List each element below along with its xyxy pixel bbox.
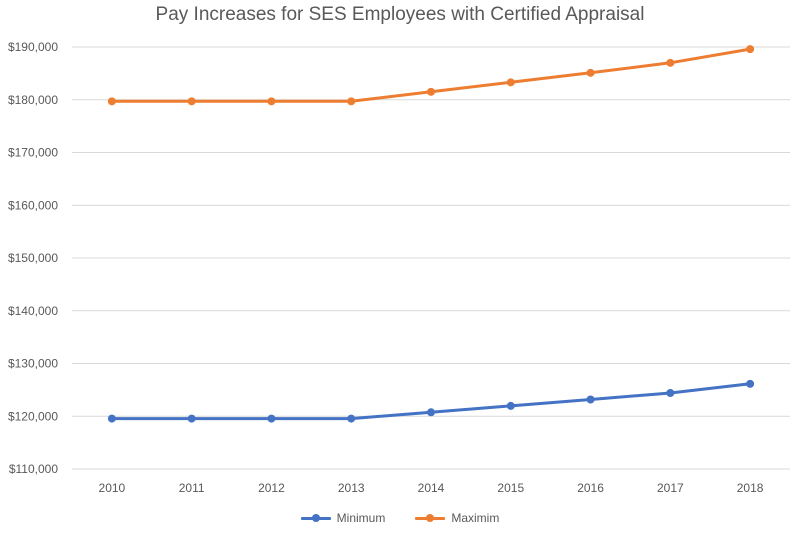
series-minimum xyxy=(107,379,755,423)
x-tick-label: 2016 xyxy=(577,481,604,495)
y-tick-label: $180,000 xyxy=(8,93,58,107)
y-tick-label: $190,000 xyxy=(8,40,58,54)
x-tick-label: 2012 xyxy=(258,481,285,495)
data-point-minimum xyxy=(347,414,356,423)
y-tick-label: $170,000 xyxy=(8,146,58,160)
y-tick-label: $110,000 xyxy=(9,462,58,476)
x-tick-label: 2011 xyxy=(179,481,205,495)
data-point-maximim xyxy=(267,97,276,106)
x-tick-label: 2010 xyxy=(99,481,126,495)
y-tick-label: $140,000 xyxy=(8,304,58,318)
legend-swatch-minimum xyxy=(300,512,331,524)
data-point-minimum xyxy=(746,379,755,388)
legend-label-minimum: Minimum xyxy=(336,511,386,525)
data-point-maximim xyxy=(506,78,515,87)
x-tick-label: 2013 xyxy=(338,481,365,495)
data-point-minimum xyxy=(267,414,276,423)
data-point-maximim xyxy=(347,97,356,106)
data-point-maximim xyxy=(586,68,595,77)
series-maximim xyxy=(107,45,755,106)
data-point-minimum xyxy=(506,401,515,410)
legend-swatch-maximum xyxy=(415,512,446,524)
legend-item-minimum: Minimum xyxy=(300,511,386,525)
data-point-maximim xyxy=(107,97,116,106)
y-tick-label: $150,000 xyxy=(8,251,58,265)
data-point-maximim xyxy=(187,97,196,106)
data-point-minimum xyxy=(586,395,595,404)
chart-title: Pay Increases for SES Employees with Cer… xyxy=(155,4,645,25)
y-tick-label: $160,000 xyxy=(8,198,58,212)
y-axis-tick-labels: $110,000 $120,000 $130,000 $140,000 $150,000… xyxy=(8,40,58,476)
data-point-minimum xyxy=(666,389,675,398)
y-tick-label: $120,000 xyxy=(8,409,58,423)
x-tick-label: 2017 xyxy=(657,481,684,495)
data-point-minimum xyxy=(187,414,196,423)
legend-item-maximum: Maximim xyxy=(415,511,499,525)
y-tick-label: $130,000 xyxy=(8,357,58,371)
gridlines xyxy=(72,46,790,470)
x-tick-label: 2015 xyxy=(497,481,524,495)
legend-label-maximum: Maximim xyxy=(451,511,500,525)
series-lines xyxy=(107,45,755,423)
data-point-minimum xyxy=(107,414,116,423)
x-tick-label: 2018 xyxy=(737,481,764,495)
x-axis-tick-labels: 2010 2011 2012 2013 2014 2015 2016 2017 2018 xyxy=(99,481,764,495)
data-point-minimum xyxy=(427,408,435,417)
data-point-maximim xyxy=(746,45,755,54)
x-tick-label: 2014 xyxy=(418,481,445,495)
data-point-maximim xyxy=(427,87,435,96)
legend: Minimum Maximim xyxy=(0,511,800,525)
data-point-maximim xyxy=(666,58,675,67)
